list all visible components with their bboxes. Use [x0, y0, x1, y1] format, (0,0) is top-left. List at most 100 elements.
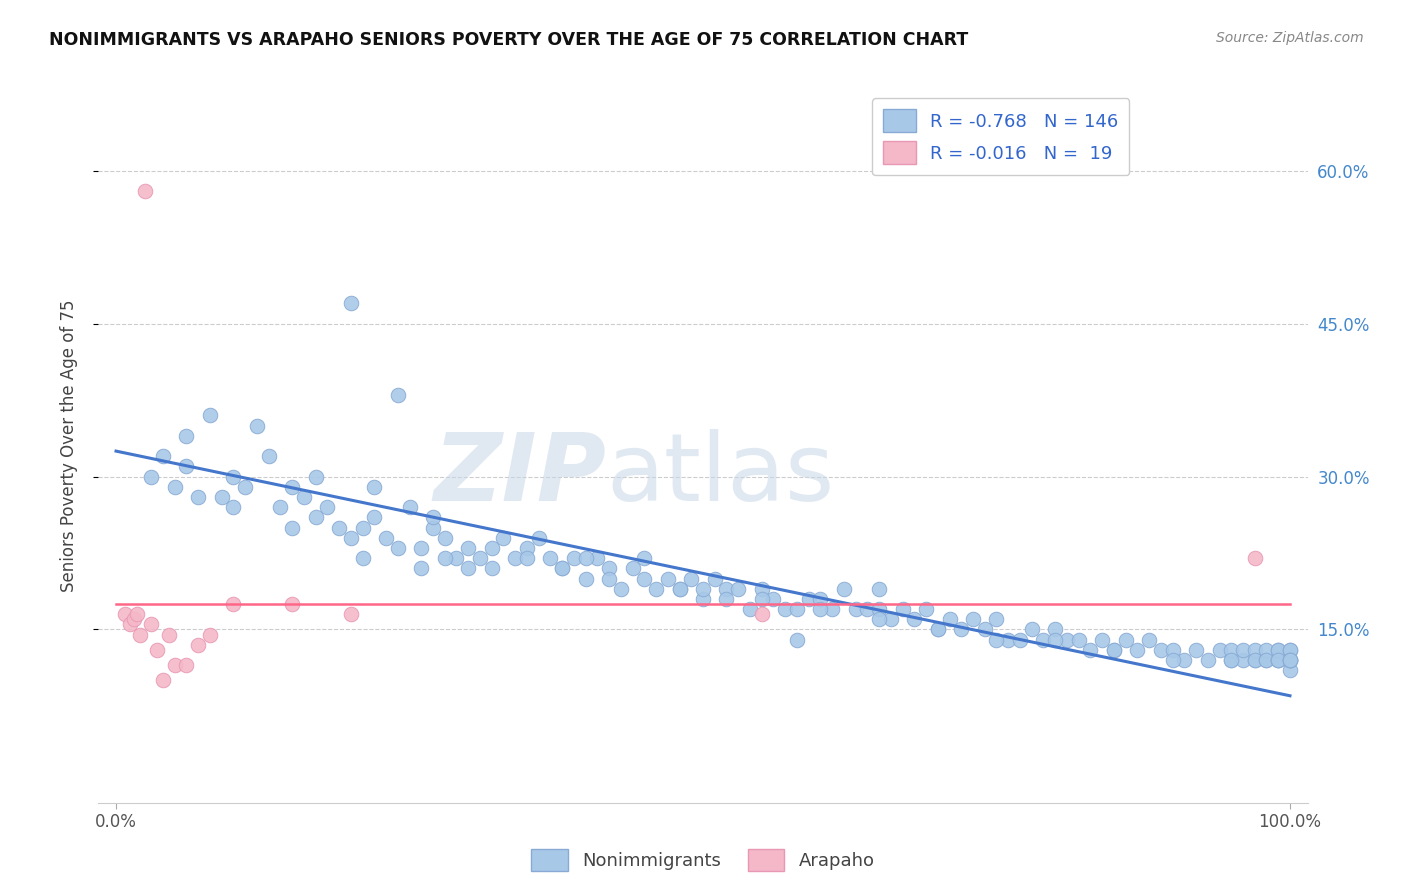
Point [446, 551, 468, 566]
Point [692, 591, 714, 606]
Point [997, 632, 1019, 647]
Point [187, 638, 209, 652]
Point [304, 510, 326, 524]
Point [1243, 653, 1265, 667]
Point [1220, 653, 1243, 667]
Point [575, 551, 598, 566]
Point [122, 612, 145, 626]
Point [316, 500, 339, 515]
Point [586, 551, 609, 566]
Point [222, 500, 245, 515]
Point [973, 623, 995, 637]
Point [538, 551, 561, 566]
Point [868, 582, 890, 596]
Point [821, 602, 844, 616]
Point [751, 607, 773, 622]
Point [891, 602, 914, 616]
Point [1067, 632, 1090, 647]
Point [1243, 643, 1265, 657]
Point [797, 591, 820, 606]
Point [915, 602, 938, 616]
Point [868, 612, 890, 626]
Point [187, 490, 209, 504]
Point [457, 561, 479, 575]
Point [1267, 643, 1289, 657]
Point [481, 541, 503, 555]
Point [1256, 643, 1278, 657]
Point [146, 643, 169, 657]
Point [157, 627, 180, 641]
Point [903, 612, 925, 626]
Legend: R = -0.768   N = 146, R = -0.016   N =  19: R = -0.768 N = 146, R = -0.016 N = 19 [872, 98, 1129, 176]
Point [1185, 643, 1208, 657]
Point [575, 572, 598, 586]
Point [681, 572, 703, 586]
Point [352, 520, 374, 534]
Point [808, 602, 831, 616]
Point [340, 296, 363, 310]
Point [340, 607, 363, 622]
Point [328, 520, 350, 534]
Point [657, 572, 679, 586]
Point [1267, 653, 1289, 667]
Point [198, 409, 221, 423]
Point [1161, 653, 1184, 667]
Point [1208, 643, 1230, 657]
Point [1267, 653, 1289, 667]
Point [211, 490, 233, 504]
Point [127, 607, 149, 622]
Point [1150, 643, 1173, 657]
Point [610, 582, 633, 596]
Point [938, 612, 960, 626]
Point [1043, 632, 1066, 647]
Point [1278, 663, 1301, 677]
Point [176, 459, 198, 474]
Point [422, 510, 444, 524]
Point [598, 572, 620, 586]
Point [141, 469, 163, 483]
Point [668, 582, 690, 596]
Point [1008, 632, 1031, 647]
Text: Source: ZipAtlas.com: Source: ZipAtlas.com [1216, 31, 1364, 45]
Point [786, 632, 808, 647]
Point [1021, 623, 1043, 637]
Point [422, 520, 444, 534]
Point [1267, 643, 1289, 657]
Point [363, 510, 385, 524]
Point [950, 623, 973, 637]
Point [1278, 653, 1301, 667]
Point [551, 561, 574, 575]
Point [492, 531, 515, 545]
Point [527, 531, 550, 545]
Point [468, 551, 491, 566]
Point [128, 627, 150, 641]
Point [986, 612, 1008, 626]
Point [845, 602, 868, 616]
Point [727, 582, 749, 596]
Point [141, 617, 163, 632]
Point [1043, 623, 1066, 637]
Point [762, 591, 785, 606]
Point [1091, 632, 1114, 647]
Point [773, 602, 796, 616]
Legend: Nonimmigrants, Arapaho: Nonimmigrants, Arapaho [524, 842, 882, 879]
Point [1278, 653, 1301, 667]
Point [645, 582, 668, 596]
Point [292, 490, 315, 504]
Text: NONIMMIGRANTS VS ARAPAHO SENIORS POVERTY OVER THE AGE OF 75 CORRELATION CHART: NONIMMIGRANTS VS ARAPAHO SENIORS POVERTY… [49, 31, 969, 49]
Point [703, 572, 725, 586]
Point [120, 617, 142, 632]
Point [503, 551, 526, 566]
Point [233, 480, 256, 494]
Point [176, 658, 198, 673]
Point [751, 591, 773, 606]
Point [134, 184, 156, 198]
Point [363, 480, 385, 494]
Point [516, 551, 538, 566]
Point [1220, 643, 1243, 657]
Point [1278, 643, 1301, 657]
Point [114, 607, 136, 622]
Point [1056, 632, 1078, 647]
Point [598, 561, 620, 575]
Point [1278, 653, 1301, 667]
